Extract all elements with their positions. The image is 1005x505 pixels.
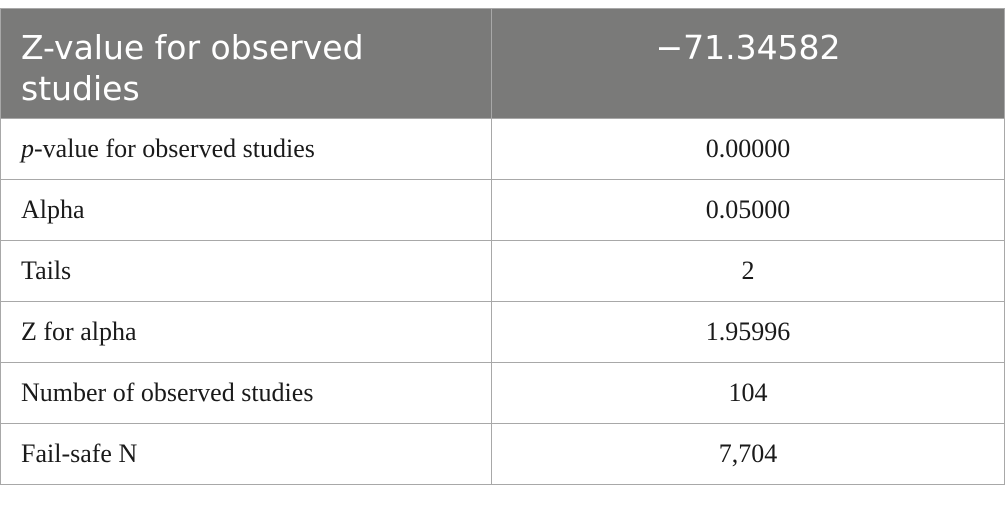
table-row: Number of observed studies 104 [0, 362, 1005, 424]
row-label-cell: Alpha [0, 179, 492, 241]
row-label-cell: Tails [0, 240, 492, 302]
row-value-cell: 1.95996 [491, 301, 1005, 363]
row-label-cell: p-value for observed studies [0, 118, 492, 180]
row-label-italic: p [21, 134, 34, 163]
table-row: Alpha 0.05000 [0, 179, 1005, 241]
header-value-cell: −71.34582 [491, 8, 1005, 119]
row-value-cell: 104 [491, 362, 1005, 424]
row-value-cell: 2 [491, 240, 1005, 302]
row-label-text: -value for observed studies [34, 134, 315, 163]
row-value-cell: 0.05000 [491, 179, 1005, 241]
table-header-row: Z-value for observed studies −71.34582 [0, 8, 1005, 119]
table-row: Z for alpha 1.95996 [0, 301, 1005, 363]
table-row: Tails 2 [0, 240, 1005, 302]
fail-safe-n-table-container: Z-value for observed studies −71.34582 p… [0, 8, 1005, 485]
row-label-cell: Number of observed studies [0, 362, 492, 424]
header-label-cell: Z-value for observed studies [0, 8, 492, 119]
row-label-cell: Z for alpha [0, 301, 492, 363]
row-label-cell: Fail-safe N [0, 423, 492, 485]
fail-safe-n-table: Z-value for observed studies −71.34582 p… [0, 8, 1005, 485]
table-row: p-value for observed studies 0.00000 [0, 118, 1005, 180]
row-value-cell: 0.00000 [491, 118, 1005, 180]
table-row: Fail-safe N 7,704 [0, 423, 1005, 485]
row-value-cell: 7,704 [491, 423, 1005, 485]
